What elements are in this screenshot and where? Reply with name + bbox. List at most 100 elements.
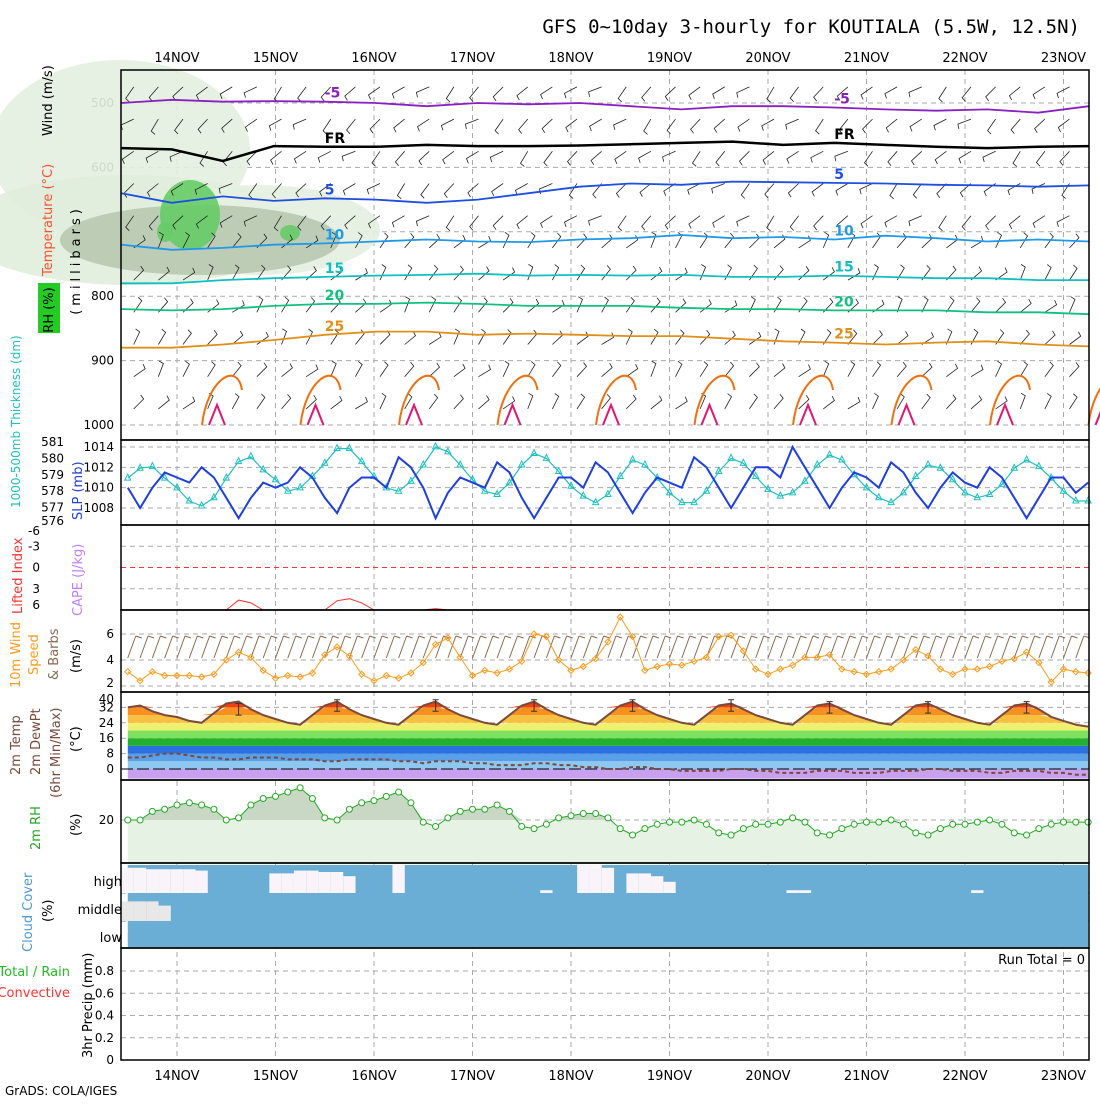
wind-barb xyxy=(479,395,490,408)
wind-barb-10m xyxy=(251,636,265,658)
wind-barb xyxy=(208,362,216,377)
rh-point xyxy=(556,815,562,821)
rh-point xyxy=(149,808,155,814)
wind-barb xyxy=(749,363,759,377)
wind-barb xyxy=(922,234,932,248)
wind-barb xyxy=(380,393,386,409)
wind-barb-10m xyxy=(276,636,290,658)
bottom-date-label: 14NOV xyxy=(154,1069,199,1084)
thickness-point xyxy=(827,451,833,457)
wind-barb xyxy=(590,119,602,131)
bottom-date-label: 22NOV xyxy=(942,1069,987,1084)
rh-point xyxy=(186,800,192,806)
rh-point xyxy=(470,806,476,812)
rh-point xyxy=(211,806,217,812)
top-date-label: 23NOV xyxy=(1041,51,1086,66)
temp-color-band xyxy=(128,723,1088,731)
isotherm-label: -5 xyxy=(834,92,850,108)
rh-point xyxy=(322,815,328,821)
thickness-point xyxy=(925,461,931,467)
wind-barb xyxy=(912,151,922,165)
wind-barb-10m xyxy=(891,636,905,658)
wind-barb xyxy=(689,87,700,100)
wind-barb xyxy=(640,184,651,197)
wind-barb xyxy=(691,119,701,133)
isotherm-label: 10 xyxy=(834,224,854,240)
wind-barb-10m xyxy=(300,636,314,658)
rh-point xyxy=(925,832,931,838)
slp-tick: 1008 xyxy=(83,501,114,515)
wind-barb xyxy=(749,332,760,345)
slp-tick: 1010 xyxy=(83,481,114,495)
temp-tick: 24 xyxy=(99,716,114,730)
wind-barb-10m xyxy=(916,636,930,658)
panel-frame-precip xyxy=(121,948,1089,1060)
wind-barb xyxy=(306,365,318,377)
wind-barb xyxy=(493,216,503,230)
wind-barb xyxy=(232,300,244,312)
top-date-label: 18NOV xyxy=(548,51,593,66)
wind-barb xyxy=(158,361,163,377)
rh-point xyxy=(753,821,759,827)
wind-barb xyxy=(257,332,268,345)
rh-point xyxy=(445,815,451,821)
wind-barb xyxy=(1070,265,1078,280)
rh-point xyxy=(654,821,660,827)
rh-point xyxy=(630,832,636,838)
rh-point xyxy=(580,811,586,817)
wind-barb xyxy=(909,87,922,97)
wind-barb xyxy=(602,363,613,377)
wind-barb xyxy=(577,265,585,280)
upper-ylabel-temp: Temperature (°C) xyxy=(41,164,56,277)
wind-barb xyxy=(886,119,897,132)
wind-barb xyxy=(873,393,879,409)
isotherm-label: 20 xyxy=(325,288,345,304)
rh-point xyxy=(457,808,463,814)
wind-barb xyxy=(405,265,412,280)
rh-point xyxy=(691,817,697,823)
wind-barb xyxy=(232,362,241,377)
rh-point xyxy=(765,821,771,827)
rh-point xyxy=(223,817,229,823)
wind-barb xyxy=(897,362,906,377)
wind-barb xyxy=(568,151,578,165)
wind-barb xyxy=(848,361,855,376)
wind-barb xyxy=(614,119,627,130)
rh-point xyxy=(531,826,537,832)
rh-point xyxy=(950,821,956,827)
cloud-high-cell xyxy=(343,876,355,893)
cloud-high-cell xyxy=(663,882,675,893)
wind-barb xyxy=(725,233,734,248)
rh-point xyxy=(334,817,340,823)
wind-barb xyxy=(897,394,904,409)
wind-barb xyxy=(416,216,429,226)
wind-barb xyxy=(885,87,897,98)
wind-barb xyxy=(395,151,404,165)
rh-point xyxy=(802,819,808,825)
slp-tick: 1014 xyxy=(83,440,114,454)
cloud-ylabel: Cloud Cover xyxy=(21,872,36,952)
temp-color-band xyxy=(128,731,1088,739)
wind-barb xyxy=(552,362,560,377)
wind-barb xyxy=(865,151,873,166)
wind-barb xyxy=(922,394,930,409)
thickness-tick: 581 xyxy=(41,435,64,449)
wind-barb xyxy=(271,151,282,164)
thickness-line xyxy=(128,447,1088,506)
wind-barb xyxy=(863,119,873,133)
wind-barb xyxy=(714,119,725,133)
wind-barb xyxy=(232,394,239,409)
wind-barb xyxy=(208,300,219,313)
rh-point xyxy=(494,802,500,808)
rh-point xyxy=(346,806,352,812)
cape-ylabel: CAPE (J/kg) xyxy=(71,544,86,616)
wind-barb xyxy=(470,87,479,102)
isotherm-label: 10 xyxy=(325,227,345,243)
wind-barb xyxy=(492,184,503,197)
cloud-high-cell xyxy=(577,865,589,893)
precip-tick: 0.8 xyxy=(95,964,114,978)
wind-barb xyxy=(1036,151,1044,166)
wind-barb-10m xyxy=(337,636,351,658)
wind-barb xyxy=(774,329,779,345)
wind-barb-10m xyxy=(842,636,856,658)
